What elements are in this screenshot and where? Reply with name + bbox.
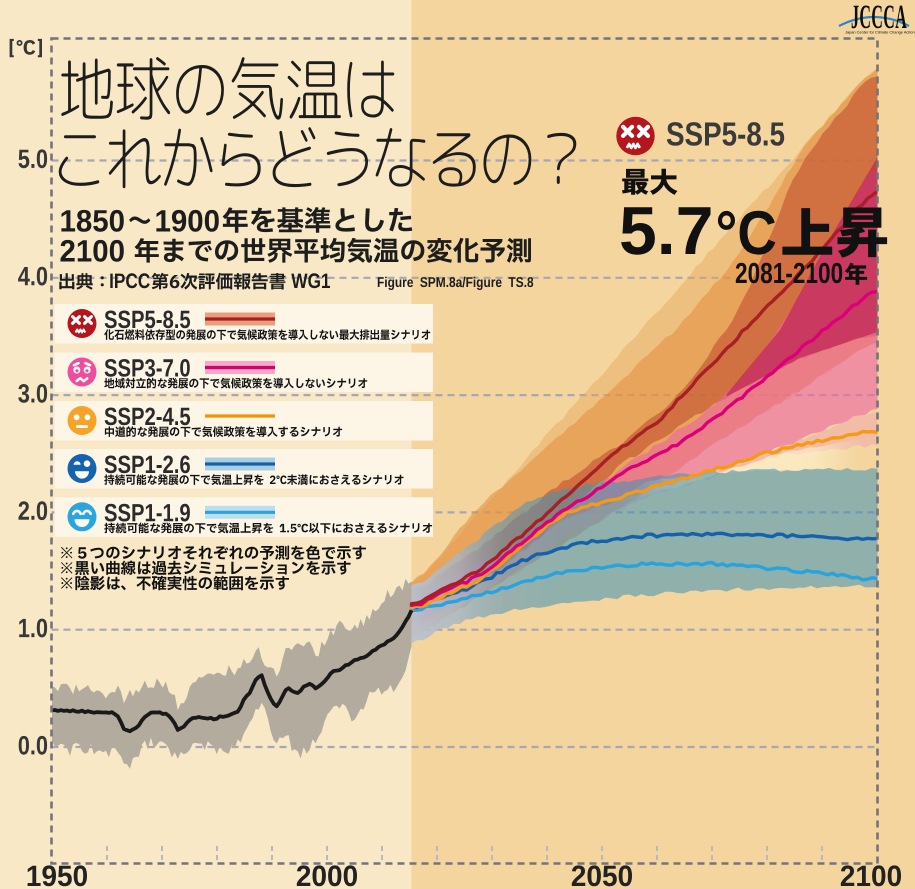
svg-text:Japan Center for Climate Chang: Japan Center for Climate Change Actions [845,30,915,35]
